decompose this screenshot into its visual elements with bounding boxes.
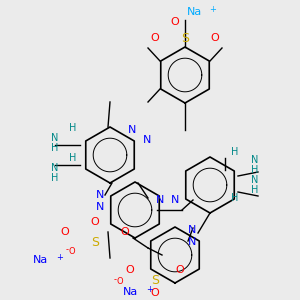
Text: N: N: [51, 133, 59, 143]
Text: N: N: [188, 225, 196, 235]
Text: N: N: [128, 125, 136, 135]
Text: N: N: [188, 237, 196, 247]
Text: O: O: [151, 33, 159, 43]
Text: O: O: [176, 265, 184, 275]
Text: S: S: [181, 32, 189, 44]
Text: O: O: [151, 288, 159, 298]
Text: +: +: [210, 5, 216, 14]
Text: H: H: [51, 143, 59, 153]
Text: O: O: [117, 278, 123, 286]
Text: +: +: [57, 254, 63, 262]
Text: -: -: [113, 275, 116, 284]
Text: S: S: [151, 274, 159, 286]
Text: H: H: [231, 193, 239, 203]
Text: N: N: [96, 190, 104, 200]
Text: S: S: [91, 236, 99, 248]
Text: O: O: [121, 227, 129, 237]
Text: N: N: [51, 163, 59, 173]
Text: Na: Na: [32, 255, 48, 265]
Text: -: -: [65, 245, 68, 254]
Text: N: N: [156, 195, 164, 205]
Text: H: H: [69, 153, 77, 163]
Text: O: O: [211, 33, 219, 43]
Text: H: H: [251, 165, 259, 175]
Text: O: O: [126, 265, 134, 275]
Text: Na: Na: [188, 7, 202, 17]
Text: N: N: [96, 202, 104, 212]
Text: +: +: [147, 286, 153, 295]
Text: Na: Na: [122, 287, 138, 297]
Text: N: N: [143, 135, 151, 145]
Text: O: O: [61, 227, 69, 237]
Text: H: H: [251, 185, 259, 195]
Text: O: O: [69, 248, 75, 256]
Text: N: N: [251, 155, 259, 165]
Text: N: N: [171, 195, 179, 205]
Text: O: O: [91, 217, 99, 227]
Text: H: H: [69, 123, 77, 133]
Text: H: H: [51, 173, 59, 183]
Text: H: H: [231, 147, 239, 157]
Text: N: N: [251, 175, 259, 185]
Text: O: O: [171, 17, 179, 27]
